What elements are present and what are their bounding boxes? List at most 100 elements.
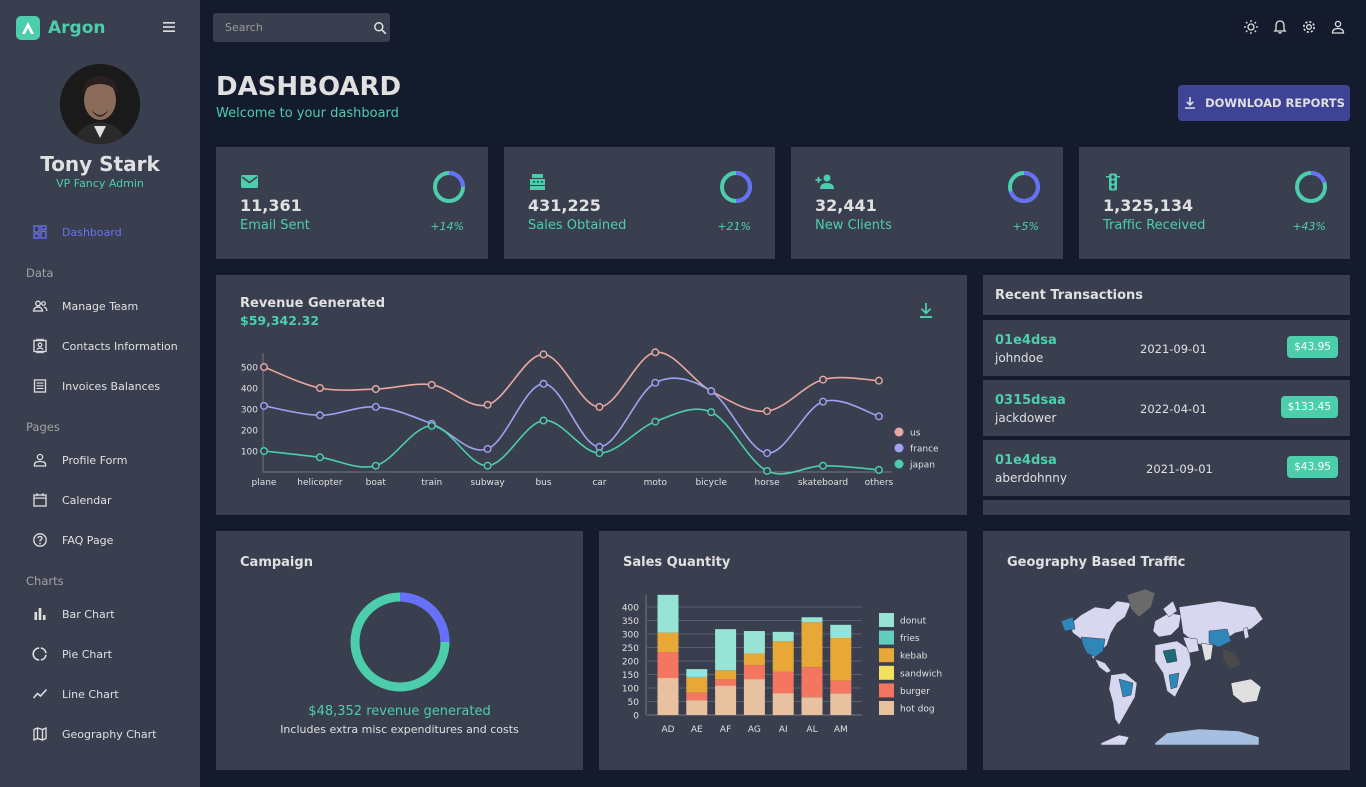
data-point-japan [595, 449, 604, 458]
x-tick-label: AG [748, 725, 761, 735]
y-tick-label: 100 [241, 448, 258, 458]
data-point-japan [260, 446, 269, 455]
download-icon[interactable] [918, 302, 934, 320]
map-region-australia [1230, 678, 1262, 704]
campaign-panel: Campaign $48,352 revenue generated Inclu… [216, 531, 583, 770]
bar-segment-burger [743, 665, 765, 680]
map-region-africa [1154, 640, 1192, 698]
account-icon[interactable] [1330, 19, 1346, 35]
bar-segment-burger [801, 667, 823, 698]
bar-segment-hot-dog [743, 679, 765, 715]
bar-segment-burger [830, 680, 852, 694]
data-point-us [315, 383, 324, 392]
sidebar-item-geo-chart[interactable]: Geography Chart [32, 724, 156, 744]
y-tick-label: 0 [633, 712, 639, 722]
y-tick-label: 500 [241, 364, 258, 374]
x-tick-label: AL [806, 725, 817, 735]
sidebar-item-team[interactable]: Manage Team [32, 296, 138, 316]
people-icon [32, 300, 48, 312]
bar-segment-donut [743, 631, 765, 654]
sidebar-item-calendar[interactable]: Calendar [32, 490, 111, 510]
legend-marker [894, 427, 904, 437]
campaign-progress-ring [350, 592, 450, 692]
sidebar-item-label: Bar Chart [62, 607, 115, 621]
x-tick-label: car [592, 478, 606, 488]
data-point-france [371, 402, 380, 411]
sidebar-item-profile[interactable]: Profile Form [32, 450, 127, 470]
bar-segment-hot-dog [686, 700, 708, 715]
transaction-id: 01e4dsa [995, 453, 1057, 468]
legend-marker [894, 459, 904, 469]
stat-value: 431,225 [528, 196, 601, 215]
legend-marker [879, 613, 894, 627]
notifications-icon[interactable] [1272, 19, 1288, 35]
search-input[interactable] [213, 21, 370, 34]
user-role: VP Fancy Admin [56, 177, 144, 190]
sidebar-item-label: FAQ Page [62, 533, 114, 547]
data-point-japan [874, 465, 883, 474]
progress-ring [720, 171, 752, 203]
sidebar-item-contacts[interactable]: Contacts Information [32, 336, 178, 356]
pie-chart-icon [32, 647, 47, 661]
campaign-amount: $48,352 revenue generated [308, 704, 491, 719]
brand-name: Argon [48, 18, 106, 38]
transaction-row[interactable]: 01e4dsa aberdohnny 2021-09-01 $43.95 [983, 440, 1350, 496]
x-tick-label: AE [691, 725, 703, 735]
sidebar-item-line-chart[interactable]: Line Chart [32, 684, 119, 704]
sidebar-item-dashboard[interactable]: Dashboard [32, 222, 122, 242]
stat-label: Email Sent [240, 218, 310, 233]
data-point-japan [707, 408, 716, 417]
bar-segment-hot-dog [715, 685, 737, 715]
transaction-row-partial [983, 500, 1350, 515]
map-icon [33, 727, 47, 741]
data-point-japan [427, 421, 436, 430]
sidebar-item-invoices[interactable]: Invoices Balances [32, 376, 160, 396]
map-region-central-america [1094, 658, 1112, 674]
x-tick-label: helicopter [297, 478, 342, 488]
y-tick-label: 400 [622, 604, 639, 614]
data-point-us [763, 407, 772, 416]
data-point-france [483, 444, 492, 453]
bar-chart-icon [34, 608, 46, 620]
sidebar-item-faq[interactable]: FAQ Page [32, 530, 113, 550]
download-reports-button[interactable]: DOWNLOAD REPORTS [1178, 85, 1350, 121]
receipt-icon [33, 379, 47, 393]
campaign-title: Campaign [240, 555, 313, 570]
bar-segment-kebab [715, 670, 737, 680]
x-tick-label: boat [366, 478, 387, 488]
light-mode-icon[interactable] [1243, 19, 1259, 35]
data-point-japan [483, 461, 492, 470]
revenue-line-chart: 100 200 300 400 500 plane helicopter boat train s… [241, 348, 939, 488]
ring-progress [1008, 171, 1040, 203]
stat-increase: +14% [430, 220, 464, 233]
sidebar-item-label: Contacts Information [62, 339, 178, 353]
menu-icon[interactable] [161, 19, 177, 35]
settings-icon[interactable] [1301, 19, 1317, 35]
bar-segment-burger [715, 679, 737, 686]
data-point-france [315, 411, 324, 420]
data-point-us [427, 380, 436, 389]
transaction-row[interactable]: 0315dsaa jackdower 2022-04-01 $133.45 [983, 380, 1350, 436]
stat-label: New Clients [815, 218, 892, 233]
map-region-brazil [1118, 678, 1134, 698]
sidebar-item-bar-chart[interactable]: Bar Chart [32, 604, 115, 624]
progress-ring [433, 171, 465, 203]
data-point-japan [763, 466, 772, 475]
search-icon[interactable] [370, 21, 390, 35]
bar-segment-donut [772, 631, 794, 642]
brand[interactable]: Argon [16, 16, 106, 40]
series-line-us [263, 351, 879, 412]
sidebar-item-label: Manage Team [62, 299, 139, 313]
transaction-row[interactable]: 01e4dsa johndoe 2021-09-01 $43.95 [983, 320, 1350, 376]
map-region-africa-south [1168, 672, 1180, 690]
legend-label: kebab [900, 652, 928, 662]
stat-label: Sales Obtained [528, 218, 627, 233]
sidebar-item-pie-chart[interactable]: Pie Chart [32, 644, 112, 664]
stat-increase: +21% [717, 220, 751, 233]
x-tick-label: train [421, 478, 442, 488]
transactions-title: Recent Transactions [995, 288, 1144, 303]
avatar[interactable] [60, 64, 140, 144]
geo-title: Geography Based Traffic [1007, 555, 1186, 570]
world-map[interactable] [1059, 587, 1269, 745]
transactions-header: Recent Transactions [983, 275, 1350, 315]
